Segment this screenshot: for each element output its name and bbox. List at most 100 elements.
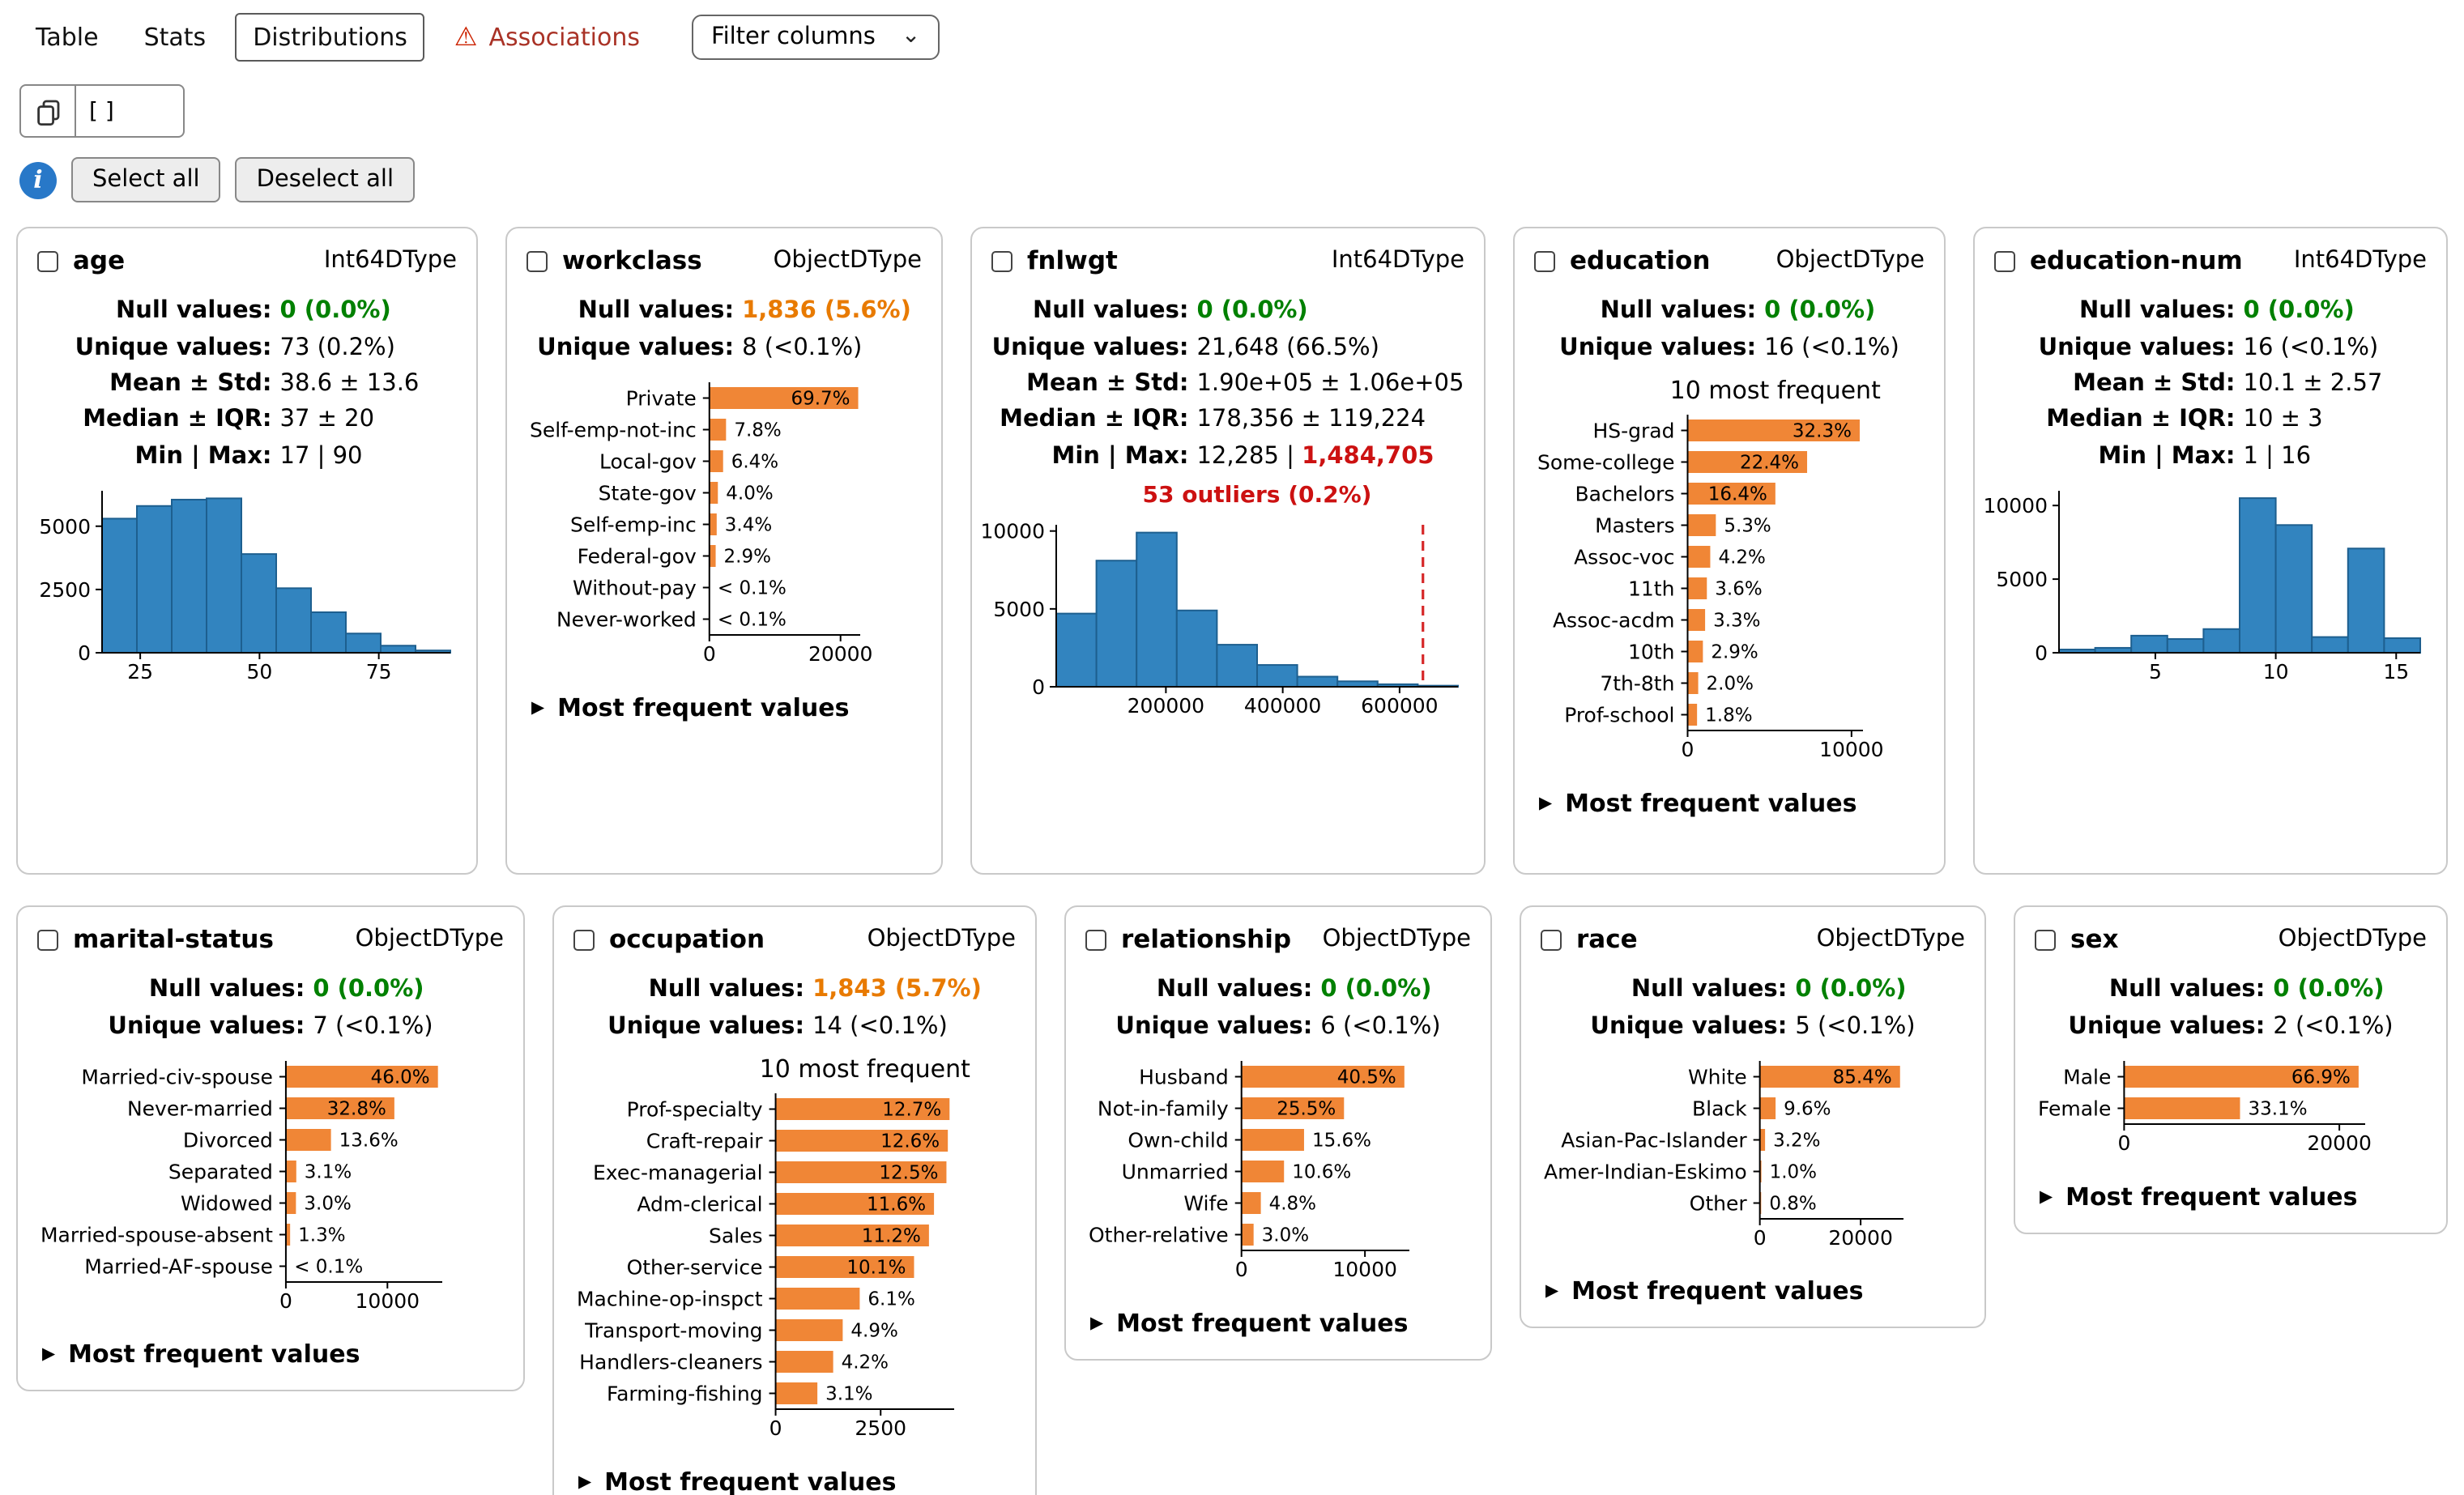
svg-text:25.5%: 25.5% [1277,1098,1336,1119]
svg-text:6.4%: 6.4% [731,451,778,472]
stat-row: Null values:1,843 (5.7%) [607,972,982,1008]
stat-row: Median ± IQR:178,356 ± 119,224 [992,402,1464,438]
stat-row: Null values:0 (0.0%) [108,972,433,1008]
deselect-all-button[interactable]: Deselect all [236,157,415,202]
column-select-checkbox[interactable] [1534,250,1555,271]
svg-text:200000: 200000 [1128,694,1204,718]
most-frequent-toggle[interactable]: ▶Most frequent values [1090,1309,1471,1338]
stat-label: Mean ± Std: [992,366,1197,402]
stat-row: Median ± IQR:10 ± 3 [2039,402,2383,438]
most-frequent-toggle[interactable]: ▶Most frequent values [1545,1277,1965,1306]
svg-text:Craft-repair: Craft-repair [646,1129,763,1152]
svg-text:Self-emp-not-inc: Self-emp-not-inc [530,418,697,441]
column-name: age [73,246,125,275]
filter-columns-select[interactable]: Filter columns ⌄ [692,15,940,60]
svg-text:Not-in-family: Not-in-family [1098,1097,1229,1120]
column-stats: Null values:0 (0.0%)Unique values:16 (<0… [2039,293,2383,475]
stat-row: Null values:0 (0.0%) [1590,972,1915,1008]
column-select-checkbox[interactable] [37,929,58,950]
column-select-checkbox[interactable] [573,929,595,950]
tab-table[interactable]: Table [19,15,115,60]
column-select-checkbox[interactable] [991,250,1012,271]
stat-row: Unique values:2 (<0.1%) [2068,1008,2393,1045]
svg-text:10000: 10000 [982,519,1045,543]
svg-text:Divorced: Divorced [183,1128,273,1152]
stat-value: 16 (<0.1%) [1764,330,1899,366]
svg-text:10000: 10000 [1819,738,1884,761]
svg-text:22.4%: 22.4% [1740,452,1799,473]
stat-value: 6 (<0.1%) [1320,1008,1440,1045]
info-icon[interactable]: i [19,161,57,198]
stat-value: 37 ± 20 [280,402,420,438]
column-stats: Null values:0 (0.0%)Unique values:2 (<0.… [2068,972,2393,1045]
most-frequent-toggle[interactable]: ▶Most frequent values [531,693,922,722]
stat-value: 1.90e+05 ± 1.06e+05 [1196,366,1464,402]
stat-label: Unique values: [992,330,1197,366]
svg-text:Masters: Masters [1595,513,1674,537]
svg-text:State-gov: State-gov [599,481,697,505]
svg-text:Other: Other [1690,1191,1748,1215]
tab-distributions[interactable]: Distributions [235,13,425,62]
svg-text:40.5%: 40.5% [1337,1067,1396,1088]
triangle-right-icon: ▶ [2040,1187,2053,1207]
svg-text:600000: 600000 [1361,694,1438,718]
most-frequent-toggle[interactable]: ▶Most frequent values [2040,1182,2427,1212]
tab-associations[interactable]: ⚠ Associations [438,15,656,60]
most-frequent-label: Most frequent values [1116,1309,1408,1338]
stat-label: Median ± IQR: [2039,402,2244,438]
selection-toolbar: i Select all Deselect all [19,157,2464,202]
svg-text:Married-spouse-absent: Married-spouse-absent [40,1223,273,1246]
selection-input[interactable] [76,84,185,138]
stat-value: 1,843 (5.7%) [812,972,982,1008]
most-frequent-toggle[interactable]: ▶Most frequent values [1539,789,1925,818]
column-stats: Null values:0 (0.0%)Unique values:73 (0.… [75,293,420,475]
svg-text:2500: 2500 [855,1416,906,1440]
column-name: occupation [609,925,765,954]
svg-text:Handlers-cleaners: Handlers-cleaners [579,1350,762,1374]
svg-text:0: 0 [1754,1226,1767,1250]
most-frequent-label: Most frequent values [68,1340,360,1369]
stat-value: 21,648 (66.5%) [1196,330,1464,366]
tab-bar: Table Stats Distributions ⚠ Associations… [0,0,2464,62]
triangle-right-icon: ▶ [531,698,544,718]
column-name: sex [2070,925,2119,954]
chevron-down-icon: ⌄ [902,32,920,41]
most-frequent-toggle[interactable]: ▶Most frequent values [42,1340,504,1369]
copy-icon [33,96,62,126]
tab-stats[interactable]: Stats [128,15,223,60]
svg-text:10000: 10000 [1332,1258,1397,1281]
column-select-checkbox[interactable] [37,250,58,271]
svg-text:0: 0 [78,641,91,665]
column-select-checkbox[interactable] [1994,250,2015,271]
svg-text:12.7%: 12.7% [882,1099,941,1120]
stat-label: Unique values: [537,330,742,366]
stat-row: Unique values:14 (<0.1%) [607,1008,982,1045]
stat-value: 7 (<0.1%) [313,1008,433,1045]
column-select-checkbox[interactable] [1085,929,1106,950]
column-select-checkbox[interactable] [2035,929,2056,950]
column-select-checkbox[interactable] [526,250,548,271]
svg-text:2.9%: 2.9% [1711,641,1758,662]
svg-text:50: 50 [246,660,272,684]
column-select-checkbox[interactable] [1541,929,1562,950]
most-frequent-toggle[interactable]: ▶Most frequent values [578,1467,1016,1495]
column-name: marital-status [73,925,274,954]
stat-value: 1,836 (5.6%) [742,293,911,330]
select-all-button[interactable]: Select all [71,157,221,202]
copy-button[interactable] [19,84,76,138]
svg-text:Prof-specialty: Prof-specialty [627,1097,763,1121]
